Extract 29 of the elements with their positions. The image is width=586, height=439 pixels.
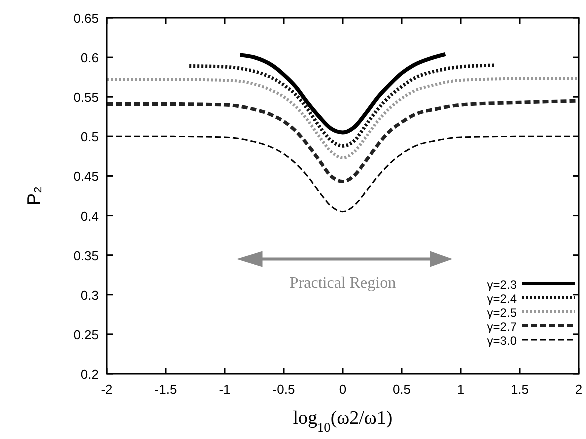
x-tick-label: -0.5 [272,382,296,397]
x-axis-title: log$_{10}$(ω2/ω1) [293,408,393,434]
annotation: Practical Region [290,275,396,292]
legend-label: γ=2.5 [487,306,518,320]
line-series [238,52,448,135]
x-tick-label: -1.5 [154,382,178,397]
y-tick-label: 0.4 [80,208,99,224]
y-tick-label: 0.5 [80,130,99,145]
x-tick-label: -1 [219,382,231,397]
x-tick-label: 1 [457,382,465,397]
legend-label: γ=2.4 [487,292,518,306]
y-tick-label: 0.45 [74,169,99,184]
legend-label: γ=3.0 [487,334,518,348]
y-tick-label: 0.55 [74,90,99,106]
line-series [188,64,498,148]
y-axis-title: P₂ [24,186,44,206]
legend-label: γ=2.3 [487,278,518,292]
x-tick-label: -2 [101,382,113,397]
y-tick-label: 0.3 [80,288,99,303]
x-tick-label: 1.5 [510,382,530,397]
y-tick-label: 0.25 [74,327,99,342]
y-tick-label: 0.65 [74,11,99,26]
legend-label: γ=2.7 [487,320,518,334]
y-tick-label: 0.6 [80,50,99,66]
y-tick-label: 0.2 [80,367,99,382]
y-tick-label: 0.35 [74,248,99,264]
x-tick-label: 0 [339,382,347,397]
x-tick-label: 2 [575,382,583,397]
x-tick-label: 0.5 [392,382,412,397]
